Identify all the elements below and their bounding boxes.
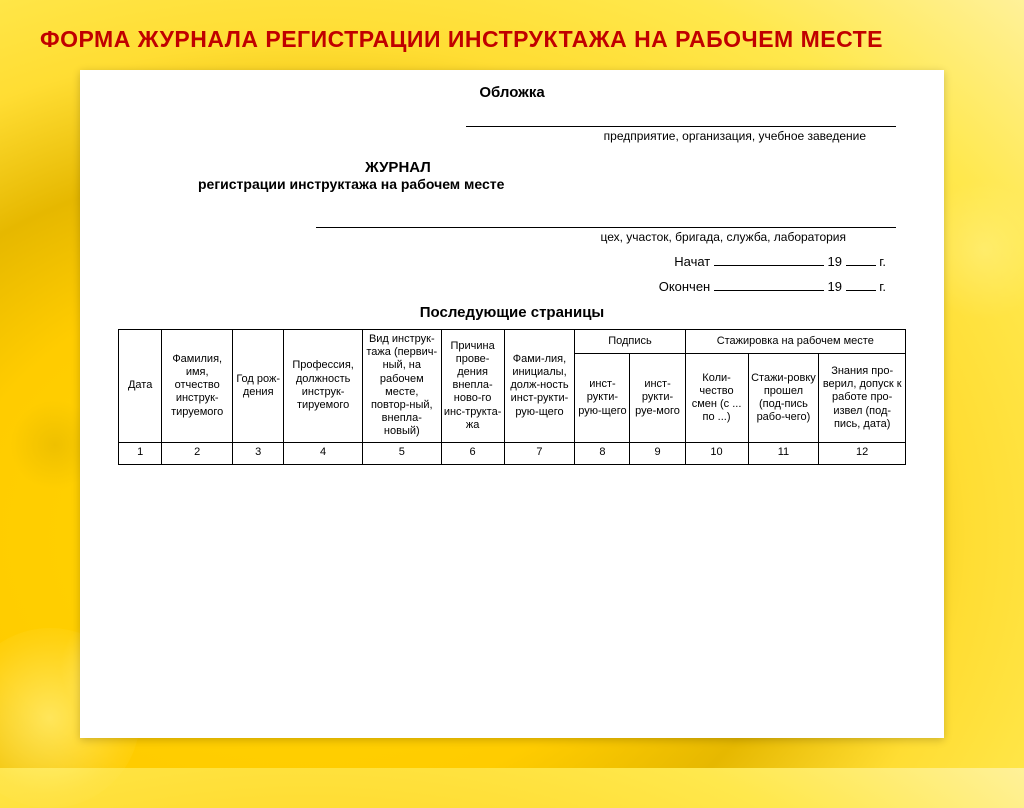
- col-header: Профессия, должность инструк-тируемого: [284, 330, 363, 443]
- col-number: 7: [504, 442, 575, 464]
- col-number: 12: [819, 442, 906, 464]
- blank-line-org: [466, 111, 896, 127]
- col-group-signature: Подпись: [575, 330, 685, 354]
- journal-word: ЖУРНАЛ: [198, 159, 598, 176]
- col-header: Причина прове-дения внепла-ново-го инс-т…: [441, 330, 504, 443]
- col-number: 9: [630, 442, 685, 464]
- year-suffix: г.: [879, 254, 886, 269]
- caption-org: предприятие, организация, учебное заведе…: [118, 129, 906, 143]
- col-header: Дата: [119, 330, 162, 443]
- journal-subtitle: регистрации инструктажа на рабочем месте: [198, 176, 598, 192]
- year-prefix: 19: [828, 254, 842, 269]
- col-number: 8: [575, 442, 630, 464]
- started-label: Начат: [674, 254, 710, 269]
- table-number-row: 1 2 3 4 5 6 7 8 9 10 11 12: [119, 442, 906, 464]
- col-number: 11: [748, 442, 819, 464]
- blank-year: [846, 290, 876, 291]
- subsequent-pages-label: Последующие страницы: [118, 304, 906, 321]
- col-header: Год рож-дения: [233, 330, 284, 443]
- col-header: инст-рукти-рую-щего: [575, 354, 630, 442]
- col-header: инст-рукти-руе-мого: [630, 354, 685, 442]
- table-header-group-row: Дата Фамилия, имя, отчество инструк-тиру…: [119, 330, 906, 354]
- document-page: Обложка предприятие, организация, учебно…: [80, 70, 944, 738]
- col-number: 10: [685, 442, 748, 464]
- year-prefix: 19: [828, 279, 842, 294]
- blank-year: [846, 265, 876, 266]
- dates-block: Начат 19 г. Окончен 19 г.: [118, 254, 906, 294]
- col-number: 4: [284, 442, 363, 464]
- col-header: Фамилия, имя, отчество инструк-тируемого: [162, 330, 233, 443]
- slide-title: ФОРМА ЖУРНАЛА РЕГИСТРАЦИИ ИНСТРУКТАЖА НА…: [40, 26, 984, 53]
- blank-started: [714, 265, 824, 266]
- year-suffix: г.: [879, 279, 886, 294]
- caption-dept: цех, участок, бригада, служба, лаборатор…: [118, 230, 906, 244]
- blank-line-dept: [316, 212, 896, 228]
- col-number: 3: [233, 442, 284, 464]
- ended-label: Окончен: [659, 279, 711, 294]
- col-header: Знания про-верил, допуск к работе про-из…: [819, 354, 906, 442]
- blank-ended: [714, 290, 824, 291]
- col-header: Коли-чество смен (с ... по ...): [685, 354, 748, 442]
- date-ended-row: Окончен 19 г.: [118, 279, 886, 294]
- col-header: Стажи-ровку прошел (под-пись рабо-чего): [748, 354, 819, 442]
- journal-table: Дата Фамилия, имя, отчество инструк-тиру…: [118, 329, 906, 465]
- col-group-internship: Стажировка на рабочем месте: [685, 330, 905, 354]
- col-number: 1: [119, 442, 162, 464]
- col-number: 5: [362, 442, 441, 464]
- cover-label: Обложка: [118, 84, 906, 101]
- col-header: Фами-лия, инициалы, долж-ность инст-рукт…: [504, 330, 575, 443]
- col-header: Вид инструк-тажа (первич-ный, на рабочем…: [362, 330, 441, 443]
- journal-title-block: ЖУРНАЛ регистрации инструктажа на рабоче…: [198, 159, 906, 192]
- col-number: 2: [162, 442, 233, 464]
- date-started-row: Начат 19 г.: [118, 254, 886, 269]
- col-number: 6: [441, 442, 504, 464]
